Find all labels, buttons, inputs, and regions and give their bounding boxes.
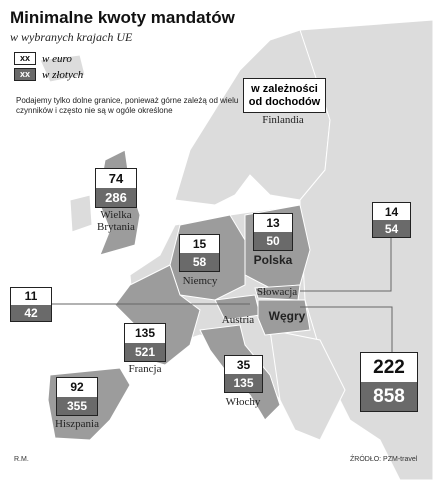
legend-swatch: xx [14, 52, 36, 65]
value-euro: 222 [373, 356, 405, 378]
author: R.M. [14, 456, 29, 463]
value-box: 13 50 [253, 213, 293, 251]
country-label: Hiszpania [55, 418, 99, 430]
value-box: 222 858 [360, 352, 418, 412]
leader-line [300, 237, 392, 292]
value-pln: 58 [180, 253, 219, 271]
legend-item: xx w złotych [14, 68, 83, 81]
value-pln: 54 [373, 220, 410, 237]
value-pln: 135 [225, 374, 262, 392]
value-box: 15 58 [179, 234, 220, 272]
value-box: w zależności od dochodów [243, 78, 326, 113]
value-pln: 521 [125, 342, 165, 361]
value-euro: 14 [384, 204, 399, 219]
ireland [69, 194, 93, 233]
value-box: 14 54 [372, 202, 411, 238]
country-label: Słowacja [256, 286, 298, 298]
value-euro: 35 [236, 358, 251, 372]
value-euro: 13 [266, 216, 280, 230]
country-label: Włochy [225, 396, 261, 408]
legend-swatch: xx [14, 68, 36, 81]
value-box: 135 521 [124, 323, 166, 362]
value-pln: 42 [11, 304, 51, 321]
leader-line [300, 306, 393, 352]
legend-label: w złotych [42, 68, 84, 81]
value-box: 35 135 [224, 355, 263, 393]
subtitle: w wybranych krajach UE [10, 30, 133, 44]
country-label: Francja [128, 363, 162, 375]
source: ŹRÓDŁO: PZM-travel [350, 456, 418, 463]
legend: xx w euro xx w złotych [14, 52, 83, 84]
value-euro: 92 [70, 380, 84, 395]
country-label: Węgry [268, 309, 306, 323]
box-note-line: w zależności [251, 82, 318, 95]
balkans [269, 329, 346, 441]
country-label: Niemcy [182, 275, 218, 287]
legend-label: w euro [42, 52, 72, 65]
value-euro: 11 [24, 289, 38, 304]
country-label: Austria [221, 314, 255, 326]
box-note-line: od dochodów [248, 95, 321, 108]
value-pln: 50 [254, 232, 292, 250]
value-pln: 286 [96, 188, 136, 207]
hungary-shape [257, 299, 311, 336]
country-label: Wielka Brytania [97, 209, 135, 233]
value-euro: 135 [134, 326, 156, 341]
country-label: Finlandia [262, 114, 304, 126]
legend-item: xx w euro [14, 52, 83, 65]
note: Podajemy tylko dolne granice, ponieważ g… [16, 96, 239, 115]
title: Minimalne kwoty mandatów [10, 8, 235, 27]
value-pln: 355 [57, 396, 97, 415]
value-euro: 74 [108, 171, 124, 186]
value-box: 11 42 [10, 287, 52, 322]
value-pln: 858 [361, 382, 417, 411]
value-box: 74 286 [95, 168, 137, 208]
country-label: Polska [253, 253, 293, 267]
value-euro: 15 [192, 237, 207, 251]
value-box: 92 355 [56, 377, 98, 416]
iceland [39, 54, 86, 83]
